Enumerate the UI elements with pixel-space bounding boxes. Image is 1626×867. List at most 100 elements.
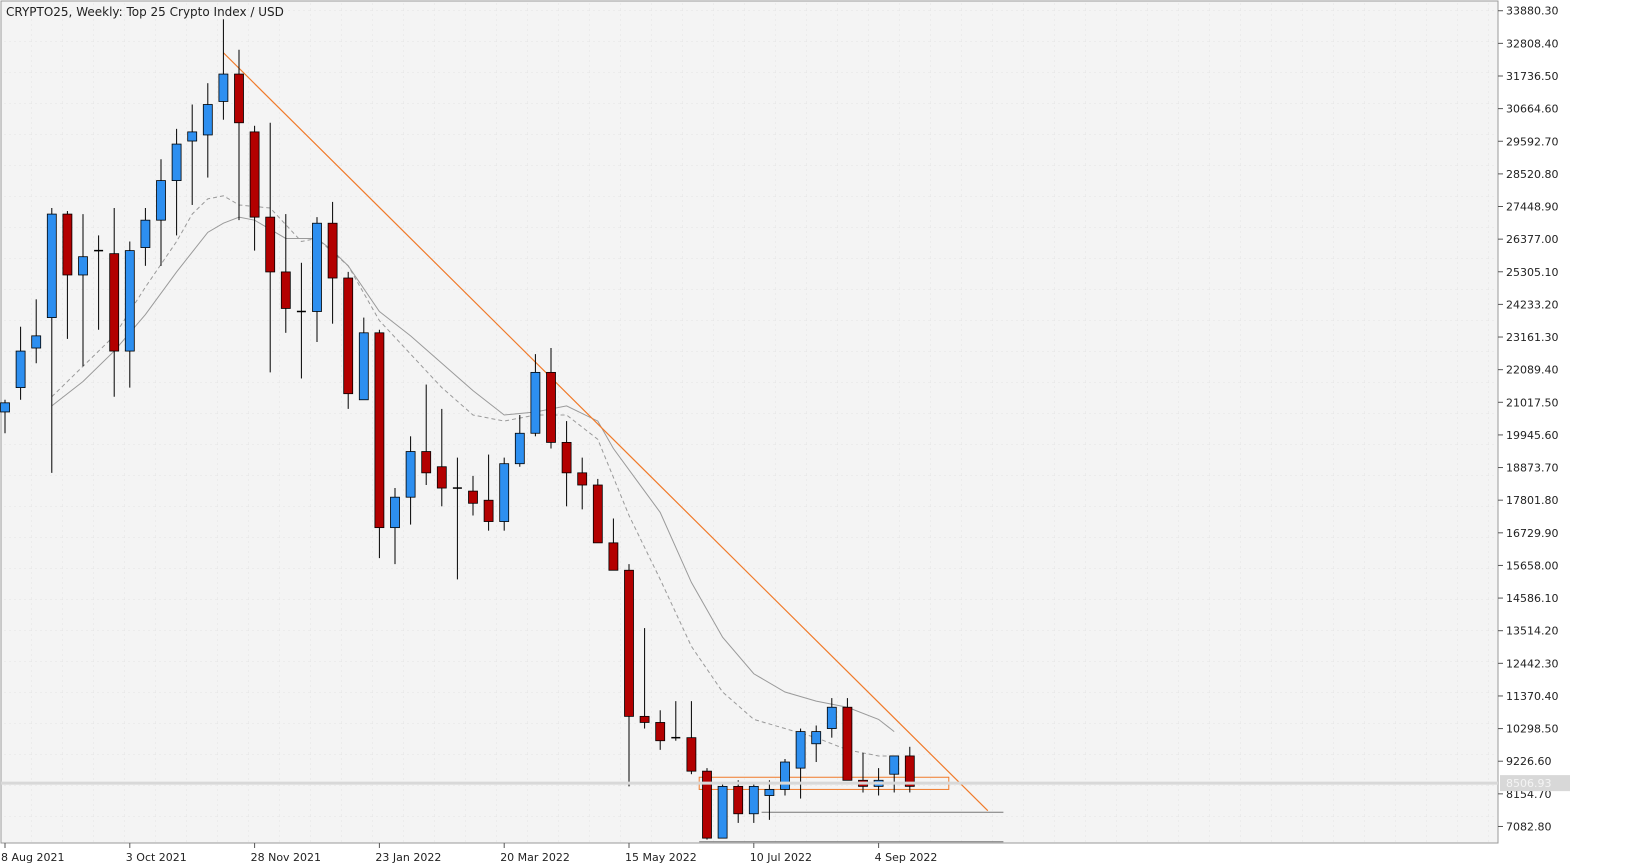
x-tick-label: 23 Jan 2022 [375,851,441,864]
candle [436,408,447,507]
chart-title: CRYPTO25, Weekly: Top 25 Crypto Index / … [6,5,284,19]
candle-body [202,104,213,136]
candle [156,159,166,266]
candle-body [904,755,915,787]
y-tick-label: 22089.40 [1506,364,1559,377]
x-tick-label: 28 Nov 2021 [251,851,321,864]
candle-body [312,222,322,312]
candle-body [733,785,744,815]
candle-body [499,463,510,522]
candle-body [530,371,541,434]
candle [15,326,26,400]
candle-body [327,222,338,279]
candle-body [358,332,369,401]
candle [218,19,229,120]
candle-body [109,253,120,352]
moving-average-slow [51,216,895,732]
candle [390,488,400,565]
candle-body [702,770,712,839]
candle [343,271,354,409]
candle [546,348,556,449]
candle [780,758,790,796]
candle [171,128,182,236]
candle-body [639,715,650,723]
candle [265,122,276,373]
candle-body [717,785,728,839]
candle-body [124,250,135,352]
candle [374,329,385,559]
candle-body [421,451,432,474]
candle-body [826,706,837,729]
candle [671,701,681,741]
x-tick-label: 15 May 2022 [625,851,697,864]
candle [592,478,603,544]
y-tick-label: 14586.10 [1506,592,1559,605]
x-axis: 8 Aug 2021 3 Oct 2021 28 Nov 2021 23 Jan 20… [1,843,937,864]
candle [124,241,135,388]
candle [686,701,697,775]
y-tick-label: 19945.60 [1506,429,1559,442]
candle-body [468,490,478,504]
candle-body [889,755,900,775]
candle-body [0,402,10,413]
candle [748,783,759,823]
candle [826,698,837,738]
candle-body [46,213,57,318]
candle [358,317,369,401]
candle-body [15,350,26,389]
candle [889,755,900,793]
candle-body [624,569,634,717]
candle-body [577,472,588,486]
candle [608,518,619,571]
y-tick-label: 29592.70 [1506,135,1559,148]
candle [811,725,822,763]
y-tick-label: 13514.20 [1506,625,1559,638]
candle [904,746,915,793]
candle-body [171,143,182,182]
candle [717,783,728,839]
moving-average-fast [51,195,895,757]
candle [109,207,120,397]
candle [639,628,650,729]
y-tick-label: 32808.40 [1506,37,1559,50]
y-tick-label: 17801.80 [1506,494,1559,507]
candle-body [374,332,385,529]
candle [187,104,198,205]
candle [31,299,42,364]
y-tick-label: 28520.80 [1506,168,1559,181]
candle-body [483,499,494,522]
candle [514,414,525,467]
candle-body [405,451,416,498]
candle-body [546,371,556,443]
candle [405,436,416,525]
candle-body [78,256,88,276]
y-tick-label: 21017.50 [1506,396,1559,409]
candle [483,454,494,531]
candle [140,207,151,266]
candle-body [343,277,354,395]
y-tick-label: 33880.30 [1506,5,1559,18]
candle [234,49,244,221]
y-tick-label: 24233.20 [1506,298,1559,311]
candle [655,710,666,750]
x-tick-label: 10 Jul 2022 [750,851,812,864]
candle-body [390,496,400,529]
candle [78,214,88,367]
candles [0,19,915,840]
candle [280,214,291,333]
candle [312,217,322,342]
candle [764,780,775,820]
y-tick-label: 12442.30 [1506,657,1559,670]
candle-body [140,219,151,248]
candle [249,125,260,251]
x-tick-label: 4 Sep 2022 [875,851,938,864]
y-tick-label: 18873.70 [1506,462,1559,475]
candle [94,235,104,330]
candle-body [514,432,525,465]
candle [530,354,541,437]
candle [296,262,306,379]
candle-body [31,335,42,349]
candle-body [62,213,73,276]
candle-body [780,761,790,790]
